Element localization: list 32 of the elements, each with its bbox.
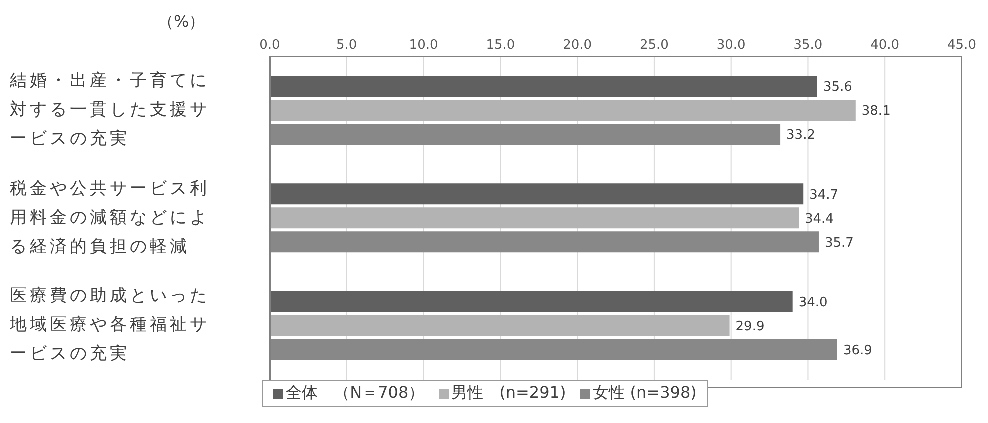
data-label: 34.0 [798, 295, 828, 310]
x-axis-title: （%） [158, 12, 206, 33]
x-tick-label: 25.0 [640, 38, 669, 53]
bar [270, 315, 730, 336]
bar [270, 184, 804, 205]
y-tick-label: 税金や公共サービス利用料金の減額などによる経済的負担の軽減 [10, 178, 211, 258]
y-tick-label: 医療費の助成といった地域医療や各種福祉サービスの充実 [10, 285, 211, 366]
x-tick-label: 0.0 [260, 38, 280, 53]
bar [270, 100, 856, 121]
legend-label: 女性 (n=398) [593, 383, 697, 404]
bar [270, 291, 793, 312]
x-tick-label: 35.0 [794, 38, 823, 53]
data-label: 29.9 [736, 319, 765, 334]
legend-label: 全体 （N＝708） [286, 383, 425, 404]
data-label: 36.9 [843, 343, 872, 358]
y-tick-label: 結婚・出産・子育てに対する一貫した支援サービスの充実 [10, 70, 211, 151]
data-label: 34.4 [804, 212, 834, 227]
x-tick-label: 10.0 [409, 38, 438, 53]
data-label: 35.6 [823, 80, 852, 96]
x-tick-label: 40.0 [870, 38, 900, 53]
x-tick-label: 5.0 [336, 38, 358, 53]
data-label: 34.7 [810, 188, 839, 203]
x-tick-label: 15.0 [486, 38, 516, 53]
legend-label: 男性 (n=291) [452, 383, 566, 404]
bar [270, 208, 799, 229]
data-label: 33.2 [786, 128, 816, 144]
x-tick-label: 30.0 [716, 38, 746, 53]
data-label: 38.1 [862, 104, 891, 120]
bar [270, 76, 818, 97]
x-tick-label: 45.0 [948, 38, 976, 53]
x-tick-label: 20.0 [563, 38, 592, 53]
data-label: 35.7 [824, 236, 854, 251]
